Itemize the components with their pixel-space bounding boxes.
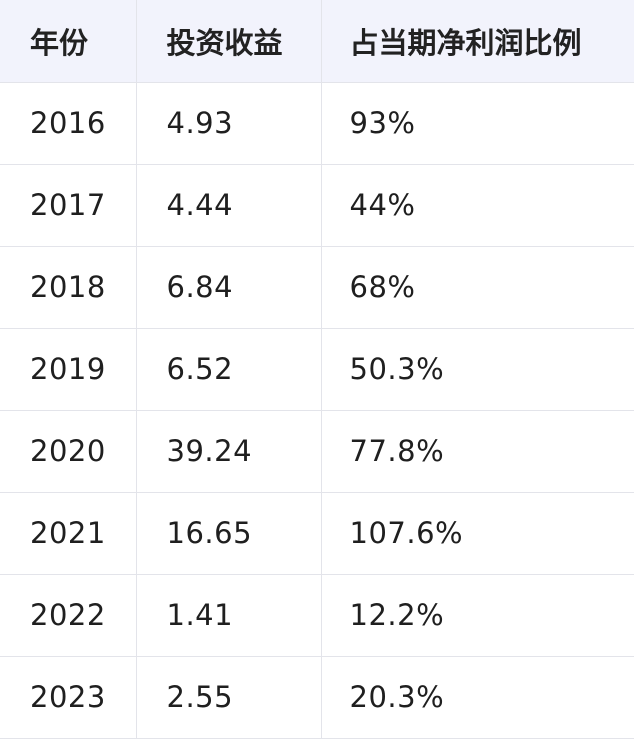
cell-net-profit-ratio: 68% bbox=[320, 245, 634, 329]
cell-investment-income: 4.44 bbox=[135, 163, 322, 247]
table-row: 2021 16.65 107.6% bbox=[0, 491, 634, 575]
cell-investment-income: 1.41 bbox=[135, 573, 322, 657]
cell-investment-income: 16.65 bbox=[135, 491, 322, 575]
cell-year: 2018 bbox=[0, 245, 137, 329]
cell-investment-income: 4.93 bbox=[135, 81, 322, 165]
table-row: 2022 1.41 12.2% bbox=[0, 573, 634, 657]
cell-net-profit-ratio: 93% bbox=[320, 81, 634, 165]
cell-net-profit-ratio: 77.8% bbox=[320, 409, 634, 493]
table-row: 2019 6.52 50.3% bbox=[0, 327, 634, 411]
cell-year: 2016 bbox=[0, 81, 137, 165]
cell-investment-income: 6.52 bbox=[135, 327, 322, 411]
cell-year: 2021 bbox=[0, 491, 137, 575]
cell-net-profit-ratio: 44% bbox=[320, 163, 634, 247]
cell-year: 2023 bbox=[0, 655, 137, 739]
cell-year: 2020 bbox=[0, 409, 137, 493]
table-row: 2018 6.84 68% bbox=[0, 245, 634, 329]
table-row: 2020 39.24 77.8% bbox=[0, 409, 634, 493]
cell-investment-income: 2.55 bbox=[135, 655, 322, 739]
column-header-net-profit-ratio: 占当期净利润比例 bbox=[320, 0, 634, 83]
cell-net-profit-ratio: 20.3% bbox=[320, 655, 634, 739]
cell-net-profit-ratio: 12.2% bbox=[320, 573, 634, 657]
cell-investment-income: 6.84 bbox=[135, 245, 322, 329]
cell-year: 2017 bbox=[0, 163, 137, 247]
cell-year: 2022 bbox=[0, 573, 137, 657]
cell-net-profit-ratio: 107.6% bbox=[320, 491, 634, 575]
table-row: 2016 4.93 93% bbox=[0, 81, 634, 165]
table-header-row: 年份 投资收益 占当期净利润比例 bbox=[0, 0, 634, 83]
cell-investment-income: 39.24 bbox=[135, 409, 322, 493]
table-row: 2023 2.55 20.3% bbox=[0, 655, 634, 739]
column-header-year: 年份 bbox=[0, 0, 137, 83]
cell-year: 2019 bbox=[0, 327, 137, 411]
table-row: 2017 4.44 44% bbox=[0, 163, 634, 247]
column-header-investment-income: 投资收益 bbox=[135, 0, 322, 83]
cell-net-profit-ratio: 50.3% bbox=[320, 327, 634, 411]
